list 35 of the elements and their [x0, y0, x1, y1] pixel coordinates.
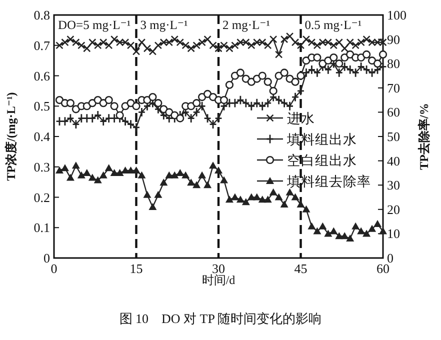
y2-tick-label: 10 — [387, 226, 400, 242]
caption: 图 10 DO 对 TP 随时间变化的影响 — [119, 311, 322, 326]
y2-tick-label: 0 — [387, 250, 394, 266]
y2-tick-label: 40 — [387, 153, 400, 168]
y-tick-label: 0.1 — [34, 220, 50, 236]
y2-tick-label: 30 — [387, 178, 400, 193]
legend-label: 填料组去除率 — [286, 174, 371, 190]
x-tick-label: 45 — [294, 261, 308, 276]
y-tick-label: 0.7 — [34, 38, 50, 53]
y2-tick-label: 20 — [387, 202, 400, 217]
y2-tick-label: 60 — [387, 104, 400, 120]
y-tick-label: 0.3 — [34, 159, 50, 174]
y-tick-label: 0 — [44, 250, 50, 266]
annotation: DO=5 mg·L⁻¹ — [58, 18, 131, 32]
annotation: 2 mg·L⁻¹ — [222, 18, 270, 32]
x-tick-label: 15 — [130, 261, 143, 276]
legend-label: 空白组出水 — [287, 153, 357, 169]
y2-tick-label: 80 — [387, 56, 400, 72]
y-tick-label: 0.8 — [34, 8, 50, 22]
y-axis-title: TP浓度/(mg·L⁻¹) — [4, 92, 18, 181]
y2-tick-label: 50 — [387, 129, 400, 144]
y2-tick-label: 100 — [387, 8, 406, 22]
y-tick-label: 0.6 — [34, 68, 50, 84]
y-tick-label: 0.5 — [34, 98, 50, 114]
y2-tick-label: 90 — [387, 32, 400, 47]
y-tick-label: 0.4 — [34, 129, 50, 144]
annotation: 3 mg·L⁻¹ — [140, 18, 188, 32]
y2-tick-label: 70 — [387, 80, 400, 96]
y-tick-label: 0.2 — [34, 190, 50, 205]
x-axis-title: 时间/d — [202, 273, 236, 287]
legend-label: 填料组出水 — [286, 132, 357, 148]
annotation: 0.5 mg·L⁻¹ — [304, 18, 362, 32]
x-tick-label: 60 — [376, 261, 390, 276]
y2-axis-title: TP去除率/% — [417, 103, 431, 170]
legend-label: 进水 — [287, 111, 315, 127]
